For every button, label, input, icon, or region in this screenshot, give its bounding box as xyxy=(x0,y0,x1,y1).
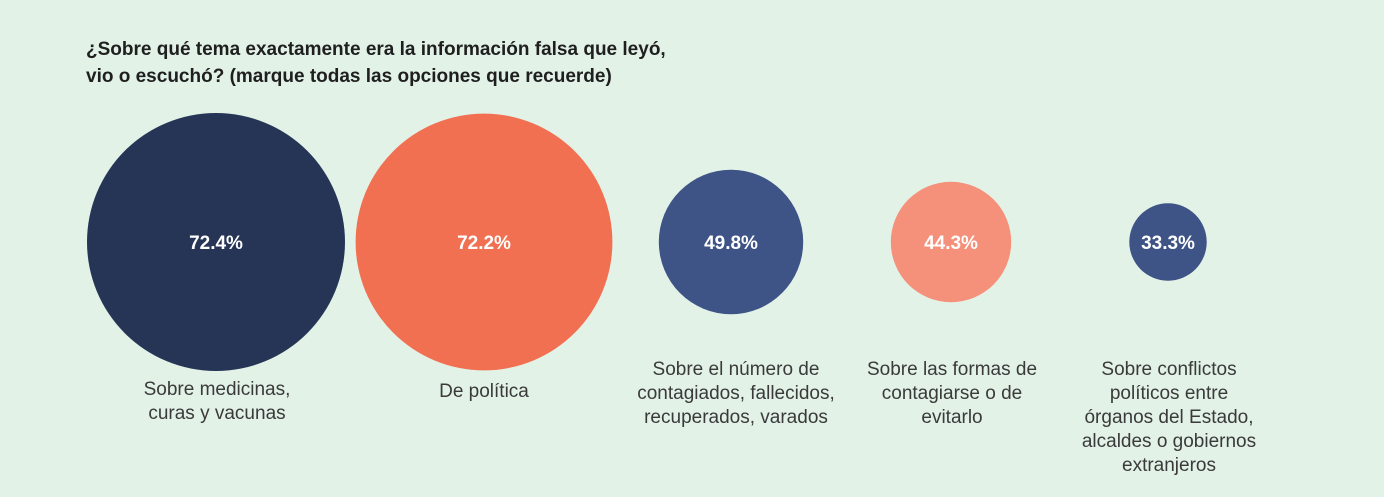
bubble-value-label-3: 49.8% xyxy=(704,233,758,254)
bubble-value-label-2: 72.2% xyxy=(457,233,511,254)
bubble-3 xyxy=(658,169,804,315)
chart-title: ¿Sobre qué tema exactamente era la infor… xyxy=(86,36,986,90)
bubble-4 xyxy=(890,181,1012,303)
category-line: políticos entre xyxy=(1109,383,1229,404)
category-line: Sobre conflictos xyxy=(1101,359,1237,380)
category-label-numero: Sobre el número de contagiados, fallecid… xyxy=(606,358,866,430)
bubble-value-label-4: 44.3% xyxy=(924,233,978,254)
category-line: alcaldes o gobiernos xyxy=(1081,431,1257,452)
category-line: Sobre medicinas, xyxy=(143,379,291,400)
category-label-medicinas: Sobre medicinas, curas y vacunas xyxy=(102,378,332,426)
category-line: órganos del Estado, xyxy=(1084,407,1254,428)
bubble-value-label-1: 72.4% xyxy=(189,233,243,254)
bubble-5 xyxy=(1129,203,1207,281)
category-label-formas: Sobre las formas de contagiarse o de evi… xyxy=(842,358,1062,430)
category-label-conflictos: Sobre conflictos políticos entre órganos… xyxy=(1052,358,1286,478)
category-line: Sobre el número de xyxy=(652,359,820,380)
category-line: Sobre las formas de xyxy=(866,359,1038,380)
category-line: De política xyxy=(439,381,529,402)
category-line: contagiados, fallecidos, xyxy=(637,383,835,404)
bubble-2 xyxy=(355,113,613,371)
bubble-value-label-5: 33.3% xyxy=(1141,233,1195,254)
category-line: evitarlo xyxy=(921,407,983,428)
chart-title-line-1: ¿Sobre qué tema exactamente era la infor… xyxy=(86,39,666,60)
category-line: recuperados, varados xyxy=(644,407,828,428)
category-line: curas y vacunas xyxy=(148,403,286,424)
category-line: extranjeros xyxy=(1122,455,1216,476)
category-line: contagiarse o de xyxy=(881,383,1023,404)
chart-title-line-2: vio o escuchó? (marque todas las opcione… xyxy=(86,66,612,87)
bubble-1 xyxy=(87,113,345,371)
category-label-politica: De política xyxy=(369,380,599,404)
